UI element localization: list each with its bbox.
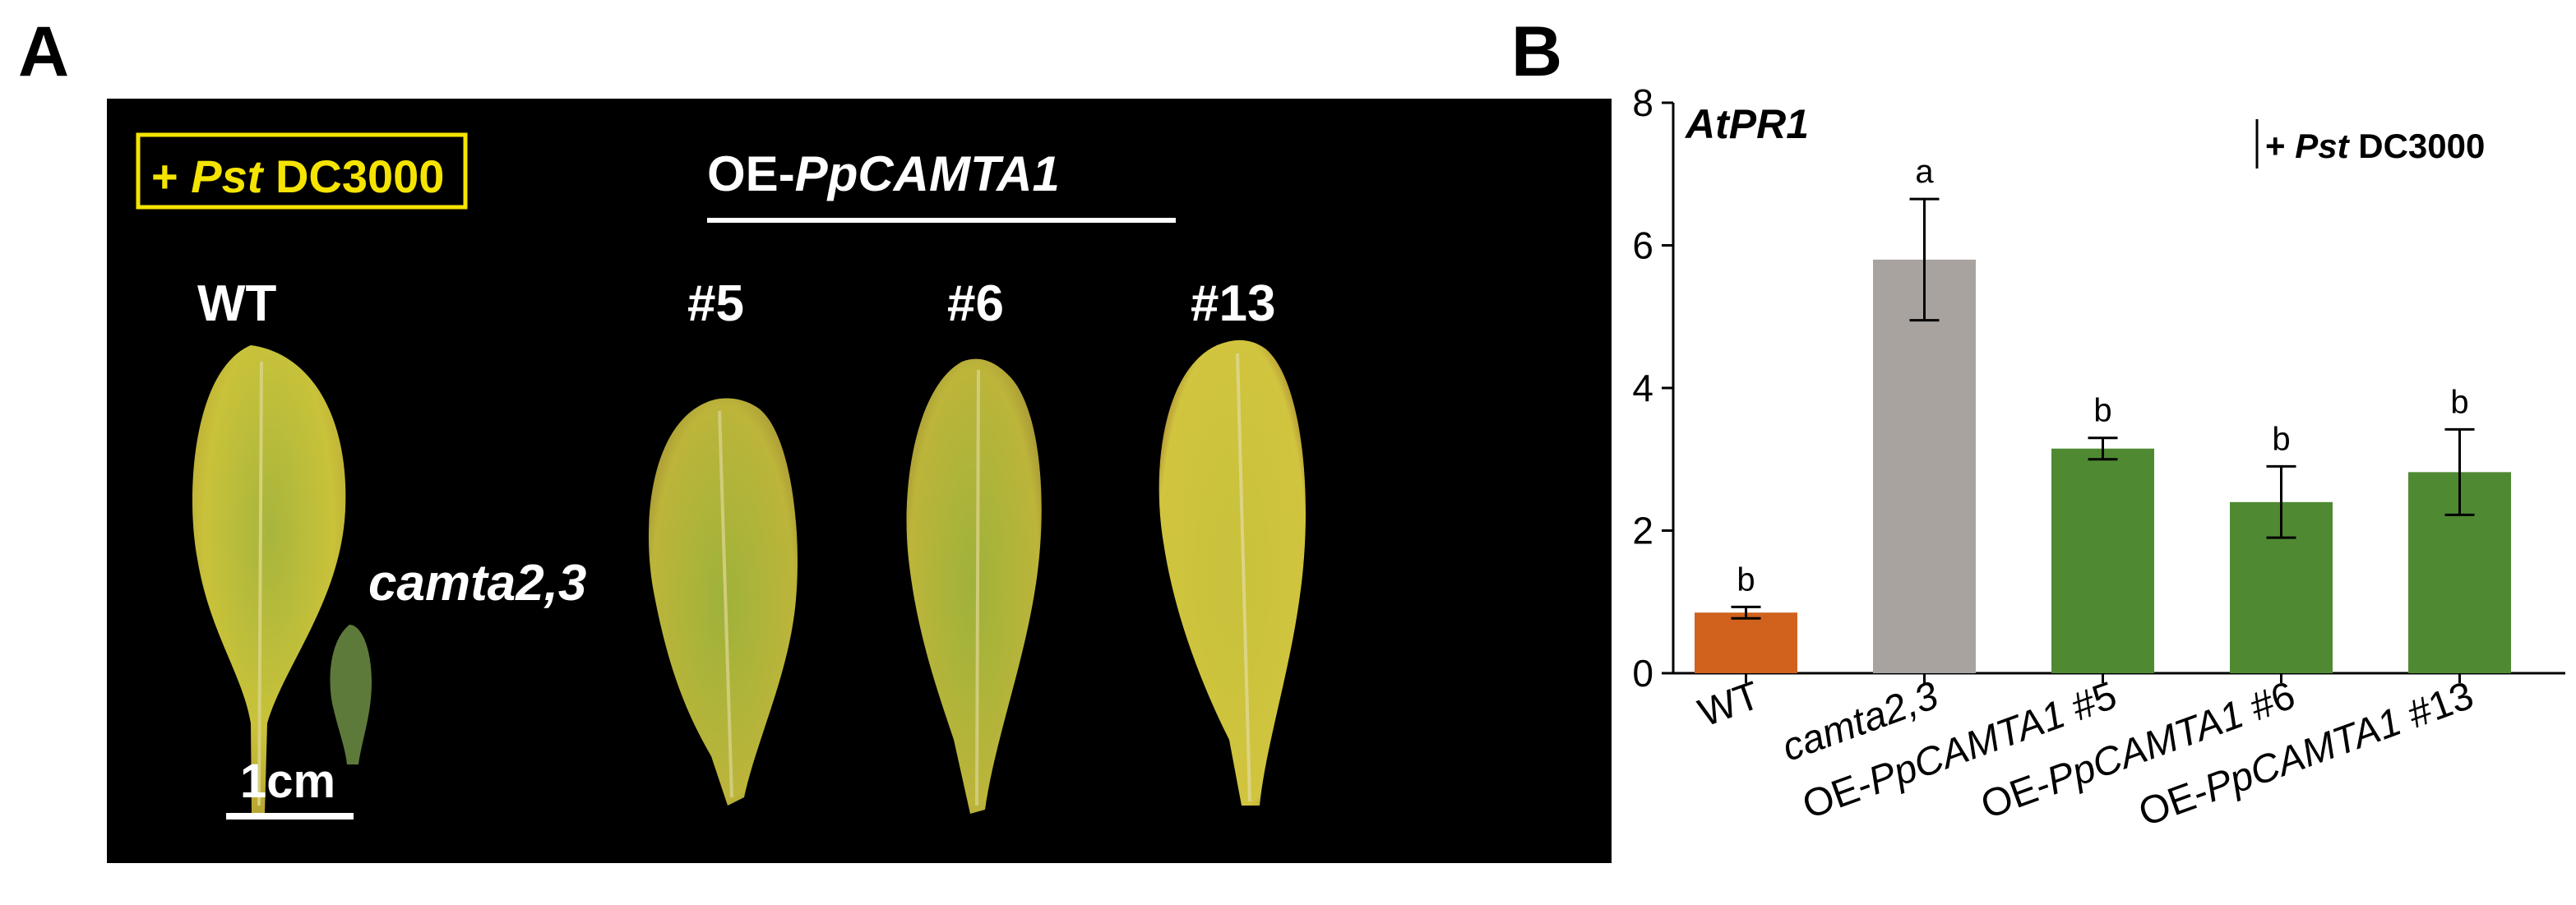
leaf-label-oe6: #6 <box>947 275 1004 332</box>
y-tick-label: 6 <box>1632 224 1653 267</box>
leaf-label-oe13: #13 <box>1191 275 1275 332</box>
significance-label: b <box>2093 393 2111 429</box>
y-tick-label: 2 <box>1632 510 1653 552</box>
y-ticks: 0 2 4 6 8 <box>1632 81 1673 695</box>
leaf-label-wt: WT <box>197 275 277 332</box>
leaf-oe5 <box>648 398 798 806</box>
bar <box>1695 612 1797 673</box>
treatment-label: + Pst DC3000 <box>151 150 444 202</box>
bar-chart: 0 2 4 6 8 b a b b b WT camta2,3OE-PpCAMTA1 #5OE-P… <box>1565 81 2565 835</box>
x-tick-label: WT <box>1693 674 1765 736</box>
x-labels: WT camta2,3OE-PpCAMTA1 #5OE-PpCAMTA1 #6OE… <box>1693 673 2479 835</box>
leaf-photo: + Pst DC3000 OE-PpCAMTA1 WT camta2,3 #5 … <box>136 132 1306 820</box>
leaf-camta <box>330 625 372 764</box>
bars: b a b b b <box>1695 154 2511 673</box>
leaf-label-oe5: #5 <box>687 275 744 332</box>
leaf-oe13 <box>1159 339 1306 806</box>
bar <box>1873 259 1976 673</box>
bar <box>2051 448 2154 673</box>
y-axis-label: Relative expression <box>1565 216 1608 561</box>
chart-title: AtPR1 <box>1684 101 1809 147</box>
y-tick-label: 0 <box>1632 652 1653 695</box>
y-tick-label: 4 <box>1632 367 1653 409</box>
panel-a-label: A <box>18 12 70 91</box>
leaf-wt <box>192 345 346 814</box>
treatment-box <box>136 132 468 210</box>
scale-bar-label: 1cm <box>240 755 335 808</box>
significance-label: a <box>1915 154 1934 190</box>
annotation-label: + Pst DC3000 <box>2265 127 2485 165</box>
y-tick-label: 8 <box>1632 81 1653 124</box>
oe-group-label: OE-PpCAMTA1 <box>707 146 1060 201</box>
leaf-oe6 <box>906 358 1042 814</box>
significance-label: b <box>2450 384 2468 420</box>
leaf-photo-panel: + Pst DC3000 OE-PpCAMTA1 WT camta2,3 #5 … <box>107 99 1612 863</box>
significance-label: b <box>1737 561 1755 598</box>
panel-b-label: B <box>1511 12 1563 91</box>
leaf-label-camta: camta2,3 <box>368 555 586 612</box>
significance-label: b <box>2272 421 2290 457</box>
